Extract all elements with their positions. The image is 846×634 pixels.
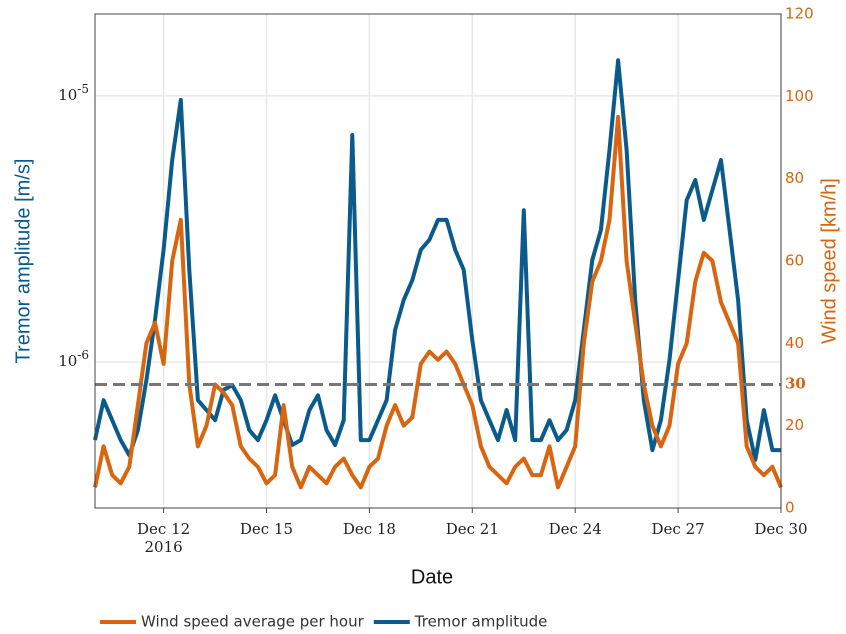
x-tick-label: Dec 27 [652, 520, 705, 538]
legend-label[interactable]: Tremor amplitude [414, 613, 548, 631]
x-tick-label: Dec 15 [240, 520, 293, 538]
x-tick-label: Dec 12 2016 [137, 520, 190, 556]
plot-frame [94, 13, 782, 509]
y2-tick-label: 20 [785, 416, 804, 434]
y2-tick-label: 0 [785, 499, 795, 517]
y2-tick-label: 100 [785, 87, 814, 105]
y2-tick-label: 60 [785, 252, 804, 270]
y2-tick-label: 80 [785, 169, 804, 187]
x-tick-label: Dec 30 [754, 520, 807, 538]
y2-tick-label: 120 [785, 5, 814, 23]
series-line [93, 114, 783, 490]
x-tick-label: Dec 21 [446, 520, 499, 538]
y-tick-label: 10-6 [58, 348, 89, 371]
x-axis-title: Date [411, 566, 453, 588]
x-tick-label: Dec 18 [343, 520, 396, 538]
x-tick-label: Dec 24 [549, 520, 602, 538]
y-tick-label: 10-5 [58, 81, 89, 104]
threshold-label: 30 [785, 375, 806, 393]
y2-tick-label: 40 [785, 334, 804, 352]
y-axis-title: Tremor amplitude [m/s] [12, 159, 34, 364]
y2-axis-title: Wind speed [km/h] [818, 178, 840, 344]
legend-label[interactable]: Wind speed average per hour [141, 613, 365, 631]
